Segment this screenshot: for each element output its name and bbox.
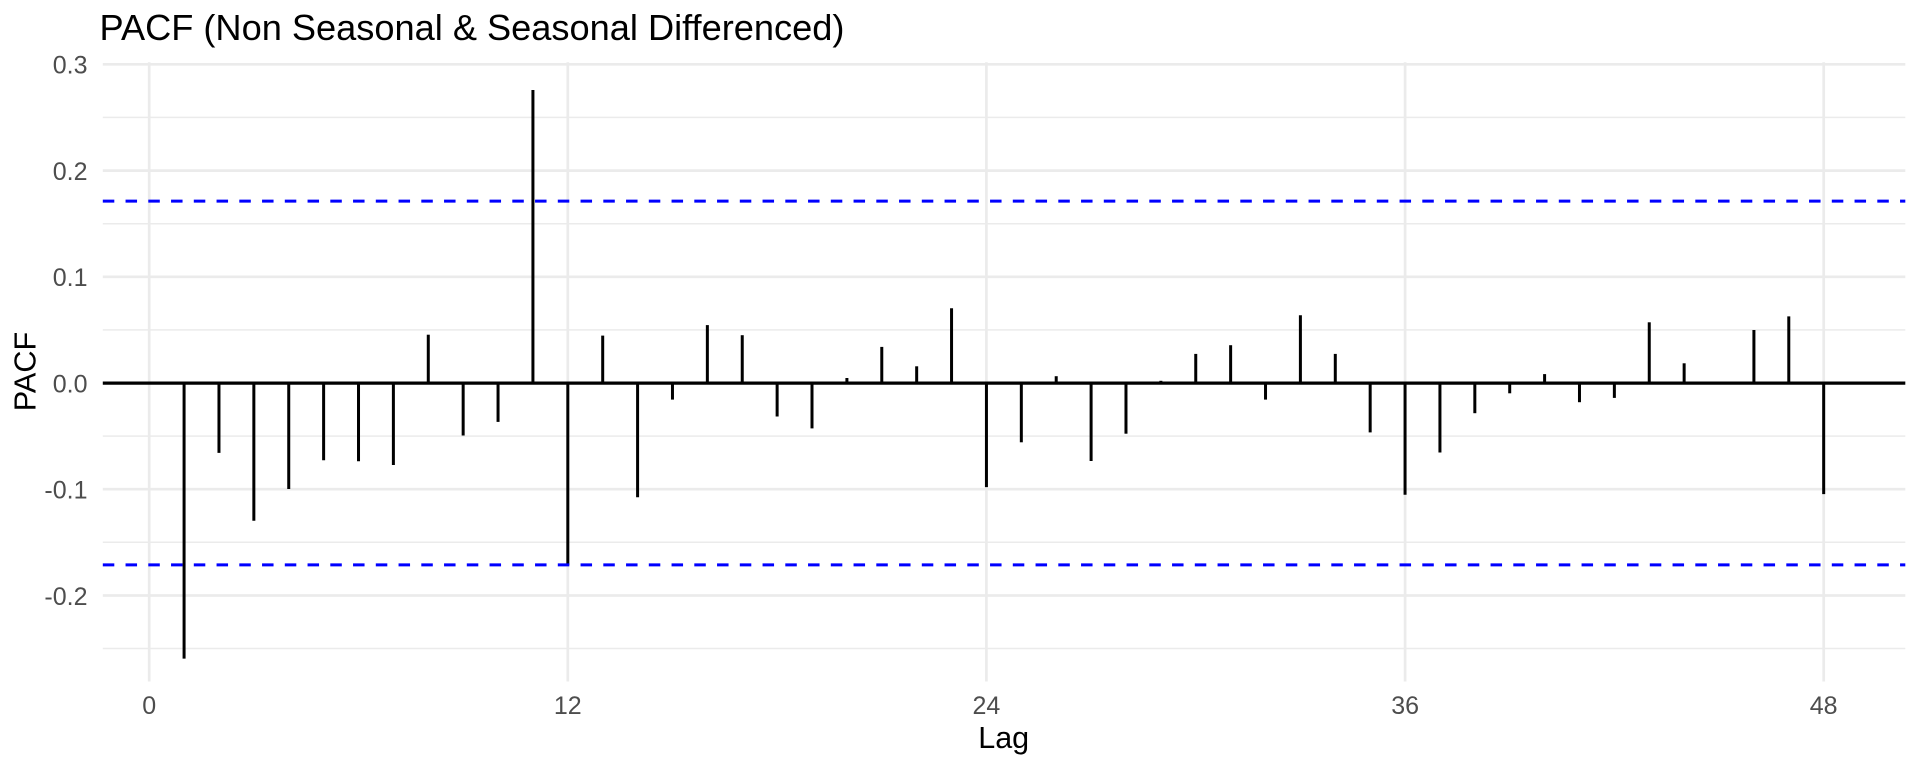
svg-text:24: 24 [972,692,1000,720]
svg-text:12: 12 [554,692,582,720]
svg-text:36: 36 [1391,692,1419,720]
svg-text:48: 48 [1810,692,1838,720]
svg-text:0.3: 0.3 [53,52,88,80]
svg-text:-0.1: -0.1 [44,477,87,505]
svg-text:-0.2: -0.2 [44,583,87,611]
svg-text:PACF: PACF [7,332,42,412]
svg-text:0.1: 0.1 [53,264,88,292]
svg-text:PACF (Non Seasonal & Seasonal: PACF (Non Seasonal & Seasonal Difference… [100,7,845,48]
svg-text:0: 0 [142,692,156,720]
svg-text:Lag: Lag [978,721,1029,755]
svg-text:0.2: 0.2 [53,158,88,186]
svg-text:0.0: 0.0 [53,370,88,398]
